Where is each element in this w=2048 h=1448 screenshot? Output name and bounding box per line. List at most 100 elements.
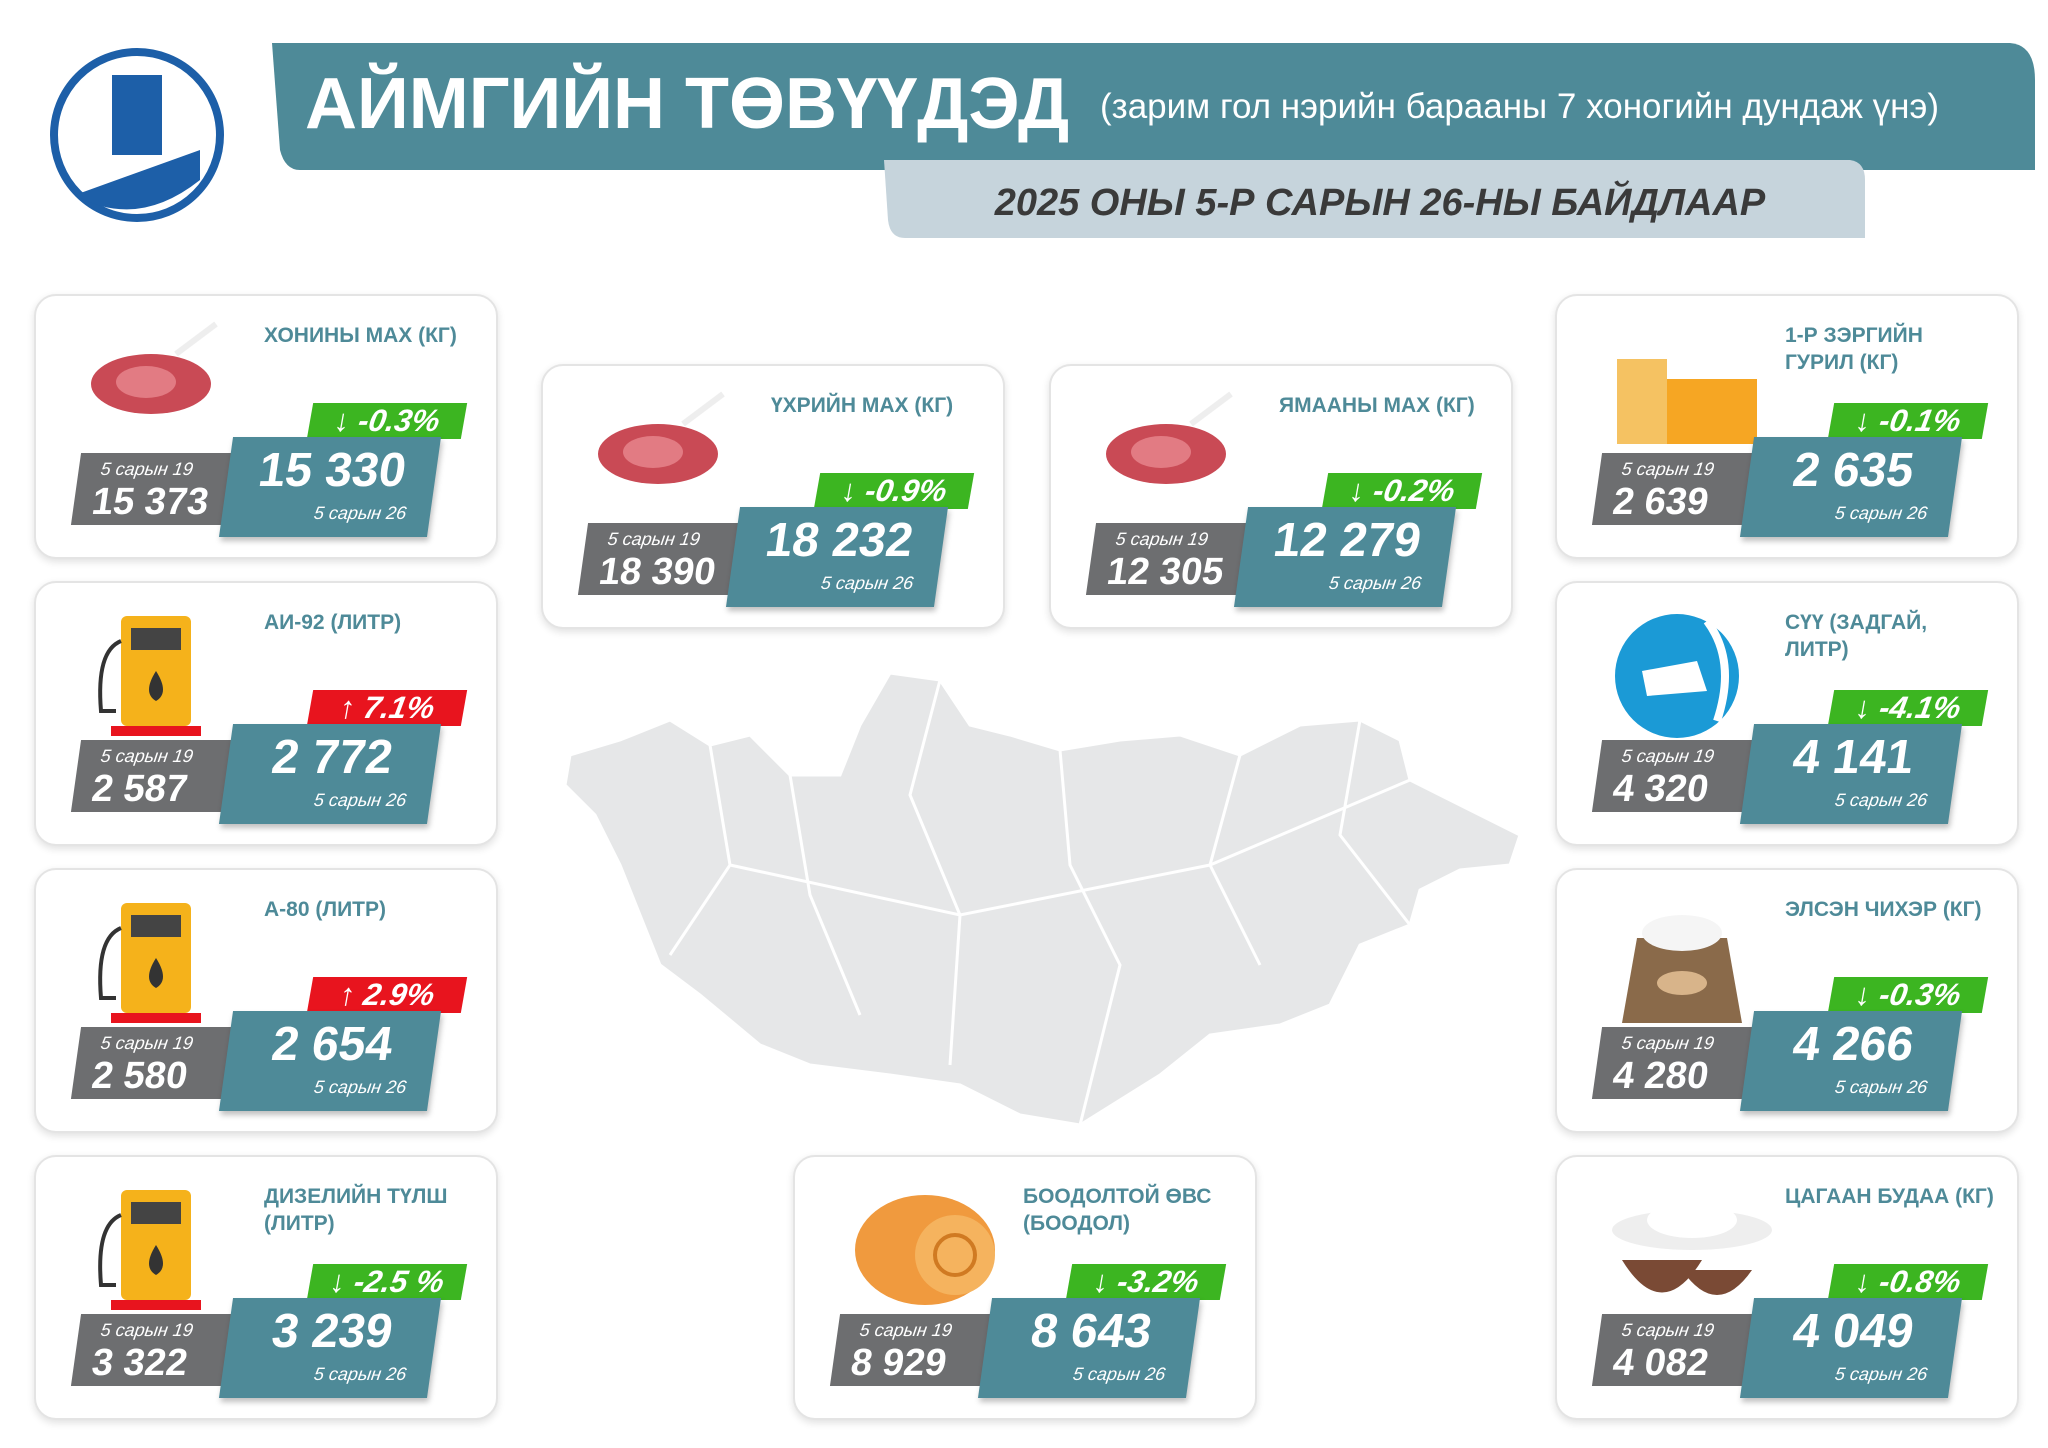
price-card: АИ-92 (ЛИТР) ↑ 7.1% 5 сарын 19 2 587 2 772 5 … [34,581,498,846]
current-price: 4 049 5 сарын 26 [1739,1298,1963,1398]
change-badge: ↓ -0.8% [1827,1264,1989,1300]
previous-date: 5 сарын 19 [99,746,195,766]
current-price: 4 141 5 сарын 26 [1739,724,1963,824]
current-date: 5 сарын 26 [312,1077,408,1097]
change-badge: ↓ -0.3% [1827,977,1989,1013]
map [563,671,1522,1127]
change-badge: ↓ -3.2% [1065,1264,1227,1300]
logo-bars [75,150,200,210]
change-badge: ↓ -0.2% [1321,473,1483,509]
change-badge: ↓ -0.9% [813,473,975,509]
change-badge: ↓ -2.5 % [306,1264,468,1300]
previous-value: 4 082 [1610,1342,1712,1384]
title-banner [272,43,2035,170]
current-date: 5 сарын 26 [1327,573,1423,593]
product-name: ҮХРИЙН МАХ (КГ) [771,394,954,417]
product-name: АИ-92 (ЛИТР) [264,611,402,634]
current-date: 5 сарын 26 [1833,790,1929,810]
current-value: 3 239 [268,1305,397,1358]
price-card: А-80 (ЛИТР) ↑ 2.9% 5 сарын 19 2 580 2 654 5 с… [34,868,498,1133]
price-card: ХОНИНЫ МАХ (КГ) ↓ -0.3% 5 сарын 19 15 373 15… [34,294,498,559]
product-name: 1-Р ЗЭРГИЙН ГУРИЛ (КГ) [1785,324,1923,374]
current-price: 2 654 5 сарын 26 [218,1011,442,1111]
current-value: 8 643 [1027,1305,1156,1358]
current-price: 15 330 5 сарын 26 [218,437,442,537]
product-name: А-80 (ЛИТР) [264,898,387,921]
current-price: 2 635 5 сарын 26 [1739,437,1963,537]
price-card: ҮХРИЙН МАХ (КГ) ↓ -0.9% 5 сарын 19 18 390 18… [541,364,1005,629]
previous-date: 5 сарын 19 [1114,529,1210,549]
date: 2025 ОНЫ 5-Р САРЫН 26-НЫ БАЙДЛААР [994,179,1766,224]
product-icon [855,1195,995,1305]
current-price: 18 232 5 сарын 26 [725,507,949,607]
product-name: ХОНИНЫ МАХ (КГ) [264,324,457,347]
product-icon [91,321,218,414]
current-price: 12 279 5 сарын 26 [1233,507,1457,607]
date-banner [884,160,1865,238]
change-badge: ↓ -0.1% [1827,403,1989,439]
current-date: 5 сарын 26 [312,1364,408,1384]
header: АЙМГИЙН ТӨВҮҮДЭД (зарим гол нэрийн бараа… [50,43,2035,238]
current-date: 5 сарын 26 [1833,1364,1929,1384]
price-card: БООДОЛТОЙ ӨВС (БООДОЛ) ↓ -3.2% 5 сарын 19 8… [793,1155,1257,1420]
current-date: 5 сарын 26 [312,790,408,810]
product-name: ЭЛСЭН ЧИХЭР (КГ) [1785,898,1982,921]
previous-value: 4 320 [1610,768,1712,810]
price-card: ЦАГААН БУДАА (КГ) ↓ -0.8% 5 сарын 19 4 082 4… [1555,1155,2019,1420]
product-icon [1617,334,1757,444]
current-date: 5 сарын 26 [1833,1077,1929,1097]
product-name: ЦАГААН БУДАА (КГ) [1785,1185,1994,1208]
price-card: 1-Р ЗЭРГИЙН ГУРИЛ (КГ) ↓ -0.1% 5 сарын 19 2… [1555,294,2019,559]
logo-soyombo [112,75,162,155]
current-value: 4 266 [1789,1018,1918,1071]
current-value: 18 232 [762,514,917,567]
current-price: 3 239 5 сарын 26 [218,1298,442,1398]
previous-value: 4 280 [1610,1055,1712,1097]
current-date: 5 сарын 26 [312,503,408,523]
product-icon [1612,1202,1772,1295]
current-value: 4 049 [1789,1305,1918,1358]
current-price: 8 643 5 сарын 26 [977,1298,1201,1398]
previous-date: 5 сарын 19 [1620,746,1716,766]
current-value: 2 635 [1789,444,1918,497]
previous-value: 2 580 [89,1055,191,1097]
previous-date: 5 сарын 19 [606,529,702,549]
change-badge: ↓ -0.3% [306,403,468,439]
current-value: 4 141 [1789,731,1918,784]
change-badge: ↑ 2.9% [306,977,468,1013]
current-date: 5 сарын 26 [819,573,915,593]
previous-date: 5 сарын 19 [99,459,195,479]
previous-date: 5 сарын 19 [1620,459,1716,479]
previous-value: 15 373 [89,481,212,523]
map-borders [668,679,1412,1126]
previous-value: 8 929 [848,1342,950,1384]
product-name: СҮҮ (ЗАДГАЙ, ЛИТР) [1785,611,1928,661]
current-price: 4 266 5 сарын 26 [1739,1011,1963,1111]
price-card: ЭЛСЭН ЧИХЭР (КГ) ↓ -0.3% 5 сарын 19 4 280 4 … [1555,868,2019,1133]
price-card: СҮҮ (ЗАДГАЙ, ЛИТР) ↓ -4.1% 5 сарын 19 4 320… [1555,581,2019,846]
previous-date: 5 сарын 19 [99,1320,195,1340]
previous-value: 3 322 [89,1342,191,1384]
current-date: 5 сарын 26 [1833,503,1929,523]
product-icon [598,391,725,484]
previous-value: 2 639 [1610,481,1712,523]
previous-date: 5 сарын 19 [1620,1320,1716,1340]
product-name: ДИЗЕЛИЙН ТҮЛШ (ЛИТР) [264,1185,448,1235]
product-name: ЯМААНЫ МАХ (КГ) [1279,394,1475,417]
current-value: 2 772 [268,731,397,784]
change-badge: ↑ 7.1% [306,690,468,726]
price-card: ДИЗЕЛИЙН ТҮЛШ (ЛИТР) ↓ -2.5 % 5 сарын 19 3 … [34,1155,498,1420]
product-icon [1622,915,1742,1023]
price-card: ЯМААНЫ МАХ (КГ) ↓ -0.2% 5 сарын 19 12 305 12… [1049,364,1513,629]
current-date: 5 сарын 26 [1071,1364,1167,1384]
product-name: БООДОЛТОЙ ӨВС (БООДОЛ) [1023,1185,1212,1235]
product-icon [98,1190,201,1310]
title: АЙМГИЙН ТӨВҮҮДЭД [305,62,1069,144]
change-badge: ↓ -4.1% [1827,690,1989,726]
subtitle: (зарим гол нэрийн барааны 7 хоногийн дун… [1100,87,1939,126]
previous-date: 5 сарын 19 [99,1033,195,1053]
current-value: 2 654 [268,1018,397,1071]
product-icon [1615,614,1739,738]
product-icon [1106,391,1233,484]
